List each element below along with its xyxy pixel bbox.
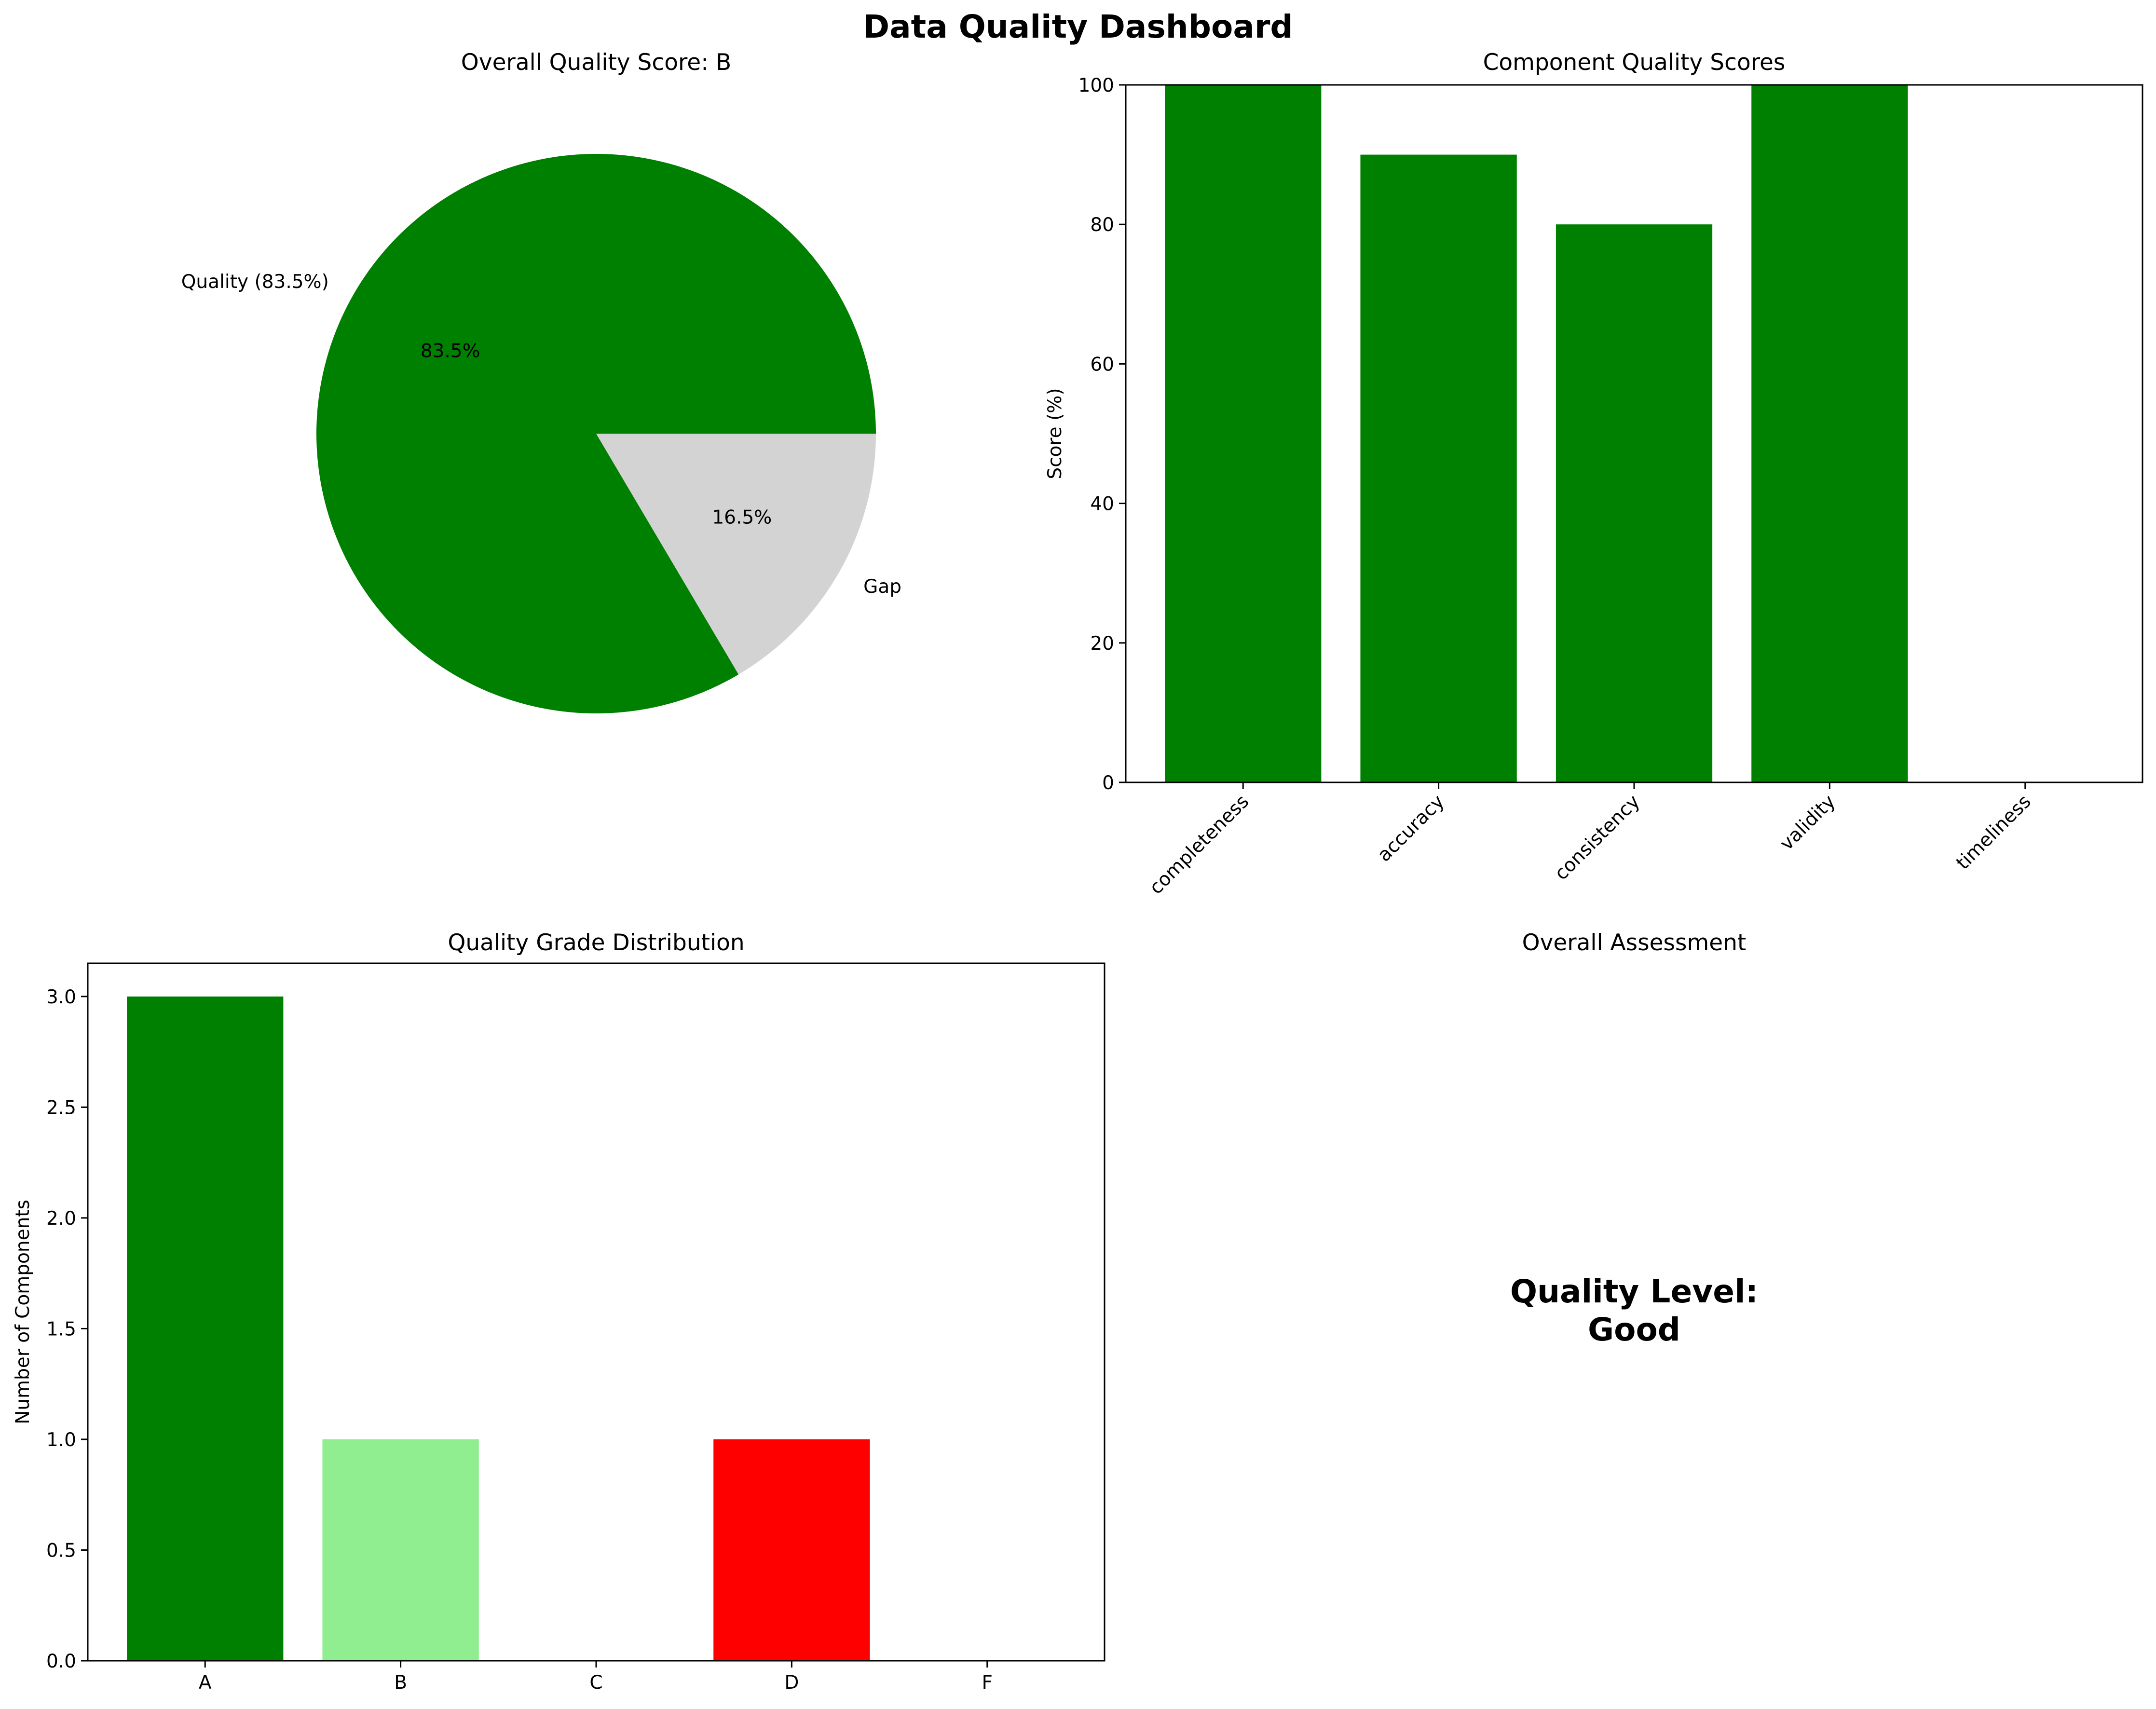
pie-label-1: Gap (863, 576, 901, 598)
component-y-label: Score (%) (1044, 388, 1066, 479)
component-y-tick-label: 80 (1090, 214, 1114, 236)
grade-bars (127, 996, 870, 1661)
grade-y-tick-label: 1.5 (46, 1318, 76, 1340)
component-y-tick-label: 20 (1090, 633, 1114, 655)
grade-distribution-panel: Quality Grade Distribution 0.0 0.5 1.0 1.5 2… (12, 930, 1105, 1694)
component-bar-2 (1556, 224, 1713, 783)
grade-y-tick-label: 2.0 (46, 1208, 76, 1230)
grade-y-ticks: 0.0 0.5 1.0 1.5 2.0 2.5 3.0 (46, 986, 88, 1672)
grade-chart-title: Quality Grade Distribution (448, 930, 744, 956)
pie-slice-0 (316, 154, 876, 714)
component-y-tick-label: 0 (1102, 772, 1114, 794)
pie-label-0: Quality (83.5%) (181, 271, 329, 293)
pie-slices (316, 154, 876, 714)
component-chart-title: Component Quality Scores (1483, 49, 1786, 76)
component-y-tick-label: 40 (1090, 493, 1114, 515)
quality-level-label: Quality Level: (1510, 1273, 1758, 1310)
grade-y-tick-label: 0.0 (46, 1651, 76, 1672)
figure-title: Data Quality Dashboard (863, 8, 1293, 45)
component-y-ticks: 0 20 40 60 80 100 (1078, 75, 1126, 794)
grade-bar-1 (322, 1439, 479, 1661)
assessment-panel: Overall Assessment Quality Level: Good (1510, 930, 1758, 1348)
pie-pct-label-0: 83.5% (421, 341, 480, 362)
pie-title: Overall Quality Score: B (461, 49, 731, 76)
component-y-tick-label: 60 (1090, 354, 1114, 375)
pie-labels: Quality (83.5%) 83.5% Gap 16.5% (181, 271, 901, 598)
pie-slice-1 (596, 434, 876, 675)
assessment-title: Overall Assessment (1522, 930, 1747, 956)
grade-y-tick-label: 0.5 (46, 1540, 76, 1561)
grade-x-tick-label: B (394, 1672, 407, 1694)
pie-pct-label-1: 16.5% (712, 506, 772, 528)
grade-bar-3 (713, 1439, 870, 1661)
grade-y-tick-label: 3.0 (46, 986, 76, 1008)
grade-axes-frame (87, 962, 1105, 1662)
grade-y-tick-label: 2.5 (46, 1097, 76, 1119)
component-bar-0 (1165, 85, 1322, 782)
grade-bar-0 (127, 996, 284, 1661)
component-y-tick-label: 100 (1078, 75, 1114, 96)
grade-y-label: Number of Components (12, 1200, 34, 1424)
grade-y-tick-label: 1.0 (46, 1429, 76, 1451)
grade-x-tick-label: C (589, 1672, 602, 1694)
pie-panel: Overall Quality Score: B Quality (83.5%)… (181, 49, 901, 714)
component-axes-frame (1125, 84, 2143, 783)
grade-x-tick-label: F (982, 1672, 993, 1694)
component-bar-3 (1751, 85, 1908, 782)
quality-level-value: Good (1588, 1311, 1680, 1348)
component-bar-1 (1360, 154, 1517, 783)
grade-x-tick-label: A (199, 1672, 212, 1694)
grade-x-tick-label: D (784, 1672, 799, 1694)
component-bars (1165, 85, 1908, 783)
